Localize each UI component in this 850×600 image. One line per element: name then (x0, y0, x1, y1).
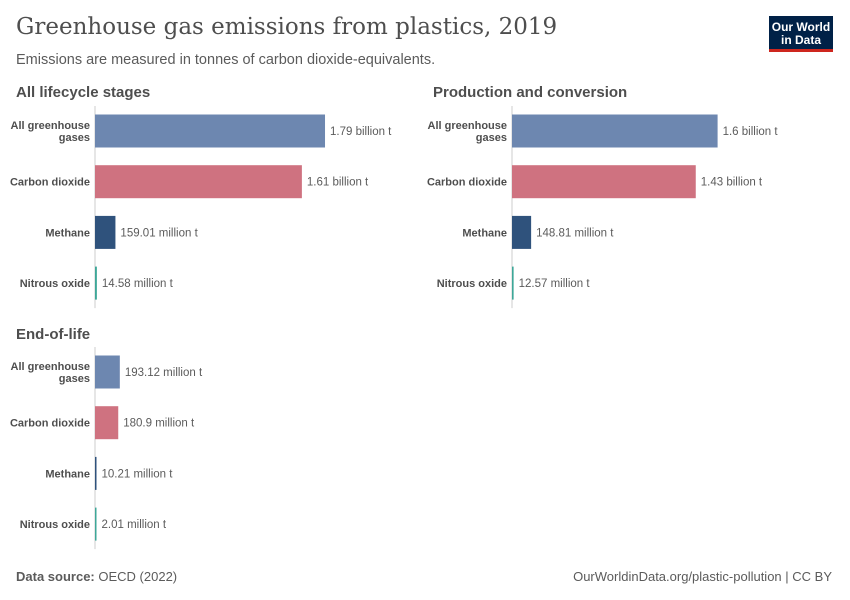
category-label: Carbon dioxide (10, 418, 90, 430)
category-label: Methane (45, 227, 90, 239)
category-label: Carbon dioxide (10, 177, 90, 189)
bar (512, 165, 696, 199)
bar (95, 165, 302, 199)
chart-subtitle: Emissions are measured in tonnes of carb… (16, 52, 436, 68)
category-label: Nitrous oxide (437, 278, 507, 290)
category-label: Nitrous oxide (20, 519, 90, 531)
value-label: 14.58 million t (102, 278, 174, 290)
category-label: gases (59, 373, 90, 385)
category-label: Nitrous oxide (20, 278, 90, 290)
category-label: Methane (45, 468, 90, 480)
value-label: 1.43 billion t (701, 177, 763, 189)
bar (95, 215, 116, 249)
category-label: Carbon dioxide (427, 177, 507, 189)
value-label: 1.79 billion t (330, 126, 392, 138)
bar (95, 406, 119, 440)
bar (512, 114, 718, 148)
bar (95, 355, 120, 389)
panel-title-all-lifecycle: All lifecycle stages (16, 84, 151, 101)
value-label: 12.57 million t (519, 278, 591, 290)
value-label: 10.21 million t (102, 468, 174, 480)
panel-title-end-of-life: End-of-life (16, 326, 91, 343)
bar (512, 266, 514, 300)
bar (512, 215, 532, 249)
panel-title-production: Production and conversion (433, 84, 628, 101)
footer-credit[interactable]: OurWorldinData.org/plastic-pollution | C… (573, 569, 832, 584)
category-label: gases (59, 132, 90, 144)
source-label: Data source: (16, 569, 95, 584)
bar (95, 507, 97, 541)
data-source: Data source: OECD (2022) (16, 569, 177, 584)
value-label: 193.12 million t (125, 367, 203, 379)
category-label: All greenhouse (11, 120, 90, 132)
value-label: 148.81 million t (536, 227, 614, 239)
category-label: All greenhouse (428, 120, 507, 132)
value-label: 159.01 million t (120, 227, 198, 239)
value-label: 1.6 billion t (723, 126, 779, 138)
source-value[interactable]: OECD (2022) (98, 569, 178, 584)
category-label: All greenhouse (11, 361, 90, 373)
value-label: 2.01 million t (102, 519, 167, 531)
value-label: 180.9 million t (123, 418, 195, 430)
bar (95, 266, 97, 300)
bar (95, 456, 97, 490)
chart-title: Greenhouse gas emissions from plastics, … (16, 14, 558, 40)
category-label: gases (476, 132, 507, 144)
owid-logo[interactable]: Our World in Data (769, 16, 833, 52)
value-label: 1.61 billion t (307, 177, 369, 189)
bar (95, 114, 326, 148)
category-label: Methane (462, 227, 507, 239)
